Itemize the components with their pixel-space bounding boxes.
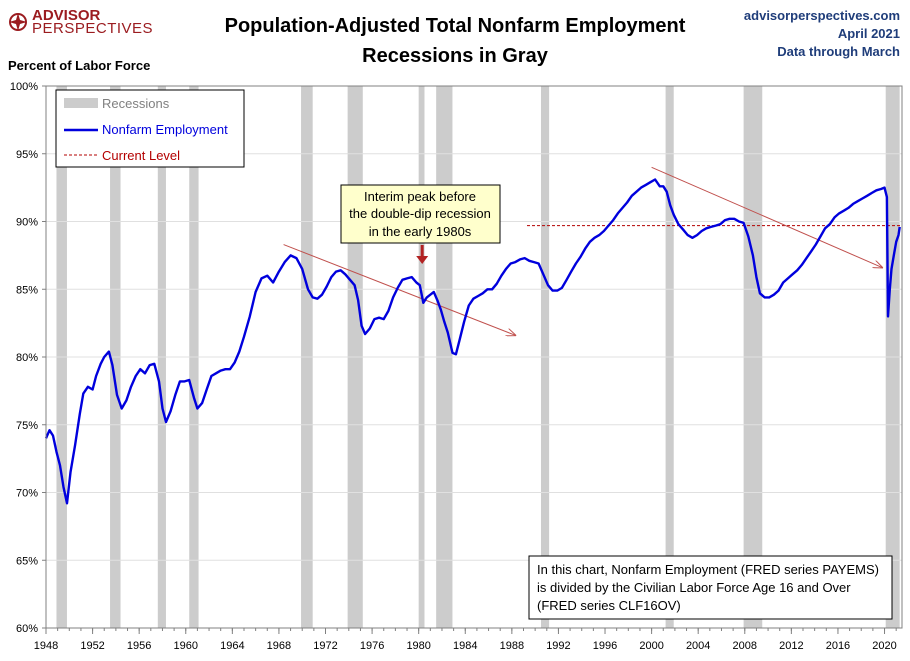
series-line-nonfarm xyxy=(44,178,901,505)
x-tick-label-13: 2000 xyxy=(639,640,663,652)
data-through: Data through March xyxy=(777,44,900,59)
site-url: advisorperspectives.com xyxy=(744,8,900,23)
y-tick-label-8: 100% xyxy=(10,81,38,93)
x-tick-label-0: 1948 xyxy=(34,640,58,652)
callout-arrow-head xyxy=(416,256,429,264)
trend-arrow-1 xyxy=(651,166,883,267)
note-line-1: In this chart, Nonfarm Employment (FRED … xyxy=(537,562,879,577)
callout-arrow-icon xyxy=(416,245,429,264)
callout-line-3: in the early 1980s xyxy=(369,224,472,239)
x-tick-label-15: 2008 xyxy=(733,640,757,652)
y-tick-label-7: 95% xyxy=(16,149,38,161)
y-axis-label: Percent of Labor Force xyxy=(8,58,150,73)
x-tick-label-11: 1992 xyxy=(546,640,570,652)
x-tick-label-4: 1964 xyxy=(220,640,244,652)
logo-line2: PERSPECTIVES xyxy=(32,20,153,37)
x-tick-label-16: 2012 xyxy=(779,640,803,652)
x-axis-ticks: 1948 1952 1956 1960 1964 1968 1972 1976 1980 1984… xyxy=(34,628,897,652)
x-tick-label-1: 1952 xyxy=(80,640,104,652)
note-line-2: is divided by the Civilian Labor Force A… xyxy=(537,580,851,595)
trend-arrow-0 xyxy=(283,244,516,336)
callout: Interim peak before the double-dip reces… xyxy=(340,184,501,264)
x-tick-label-3: 1960 xyxy=(174,640,198,652)
publish-date: April 2021 xyxy=(838,26,900,41)
x-tick-label-10: 1988 xyxy=(500,640,524,652)
y-tick-label-6: 90% xyxy=(16,217,38,229)
plot-area: 60% 65% 70% 75% 80% 85% 90% 95% 100% 1948 1952 195… xyxy=(10,81,903,652)
y-tick-label-1: 65% xyxy=(16,555,38,567)
x-tick-label-17: 2016 xyxy=(826,640,850,652)
note-line-3: (FRED series CLF16OV) xyxy=(537,598,681,613)
chart-title-line2: Recessions in Gray xyxy=(362,45,549,67)
logo-star xyxy=(9,13,27,31)
callout-line-1: Interim peak before xyxy=(364,189,476,204)
note: In this chart, Nonfarm Employment (FRED … xyxy=(528,555,893,620)
callout-line-2: the double-dip recession xyxy=(349,206,491,221)
trend-arrows xyxy=(283,166,883,336)
callout-box xyxy=(340,184,501,244)
y-tick-label-4: 80% xyxy=(16,352,38,364)
legend-label-current: Current Level xyxy=(102,148,180,163)
y-tick-label-5: 85% xyxy=(16,284,38,296)
y-tick-label-3: 75% xyxy=(16,420,38,432)
x-tick-label-9: 1984 xyxy=(453,640,477,652)
note-box xyxy=(528,555,893,620)
y-tick-label-2: 70% xyxy=(16,488,38,500)
chart-title-line1: Population-Adjusted Total Nonfarm Employ… xyxy=(225,15,686,37)
x-tick-label-7: 1976 xyxy=(360,640,384,652)
y-tick-label-0: 60% xyxy=(16,623,38,635)
logo-line1: ADVISOR xyxy=(32,7,101,24)
x-tick-label-5: 1968 xyxy=(267,640,291,652)
x-tick-label-14: 2004 xyxy=(686,640,710,652)
x-tick-label-2: 1956 xyxy=(127,640,151,652)
x-tick-label-12: 1996 xyxy=(593,640,617,652)
legend: Recessions Nonfarm Employment Current Le… xyxy=(55,89,245,168)
logo: ADVISOR PERSPECTIVES xyxy=(9,7,153,37)
legend-label-recessions: Recessions xyxy=(102,96,170,111)
legend-swatch-recessions xyxy=(64,98,98,108)
x-tick-label-8: 1980 xyxy=(406,640,430,652)
x-tick-label-6: 1972 xyxy=(313,640,337,652)
x-tick-label-18: 2020 xyxy=(872,640,896,652)
legend-label-series: Nonfarm Employment xyxy=(102,122,228,137)
y-axis-ticks: 60% 65% 70% 75% 80% 85% 90% 95% 100% xyxy=(10,81,46,635)
